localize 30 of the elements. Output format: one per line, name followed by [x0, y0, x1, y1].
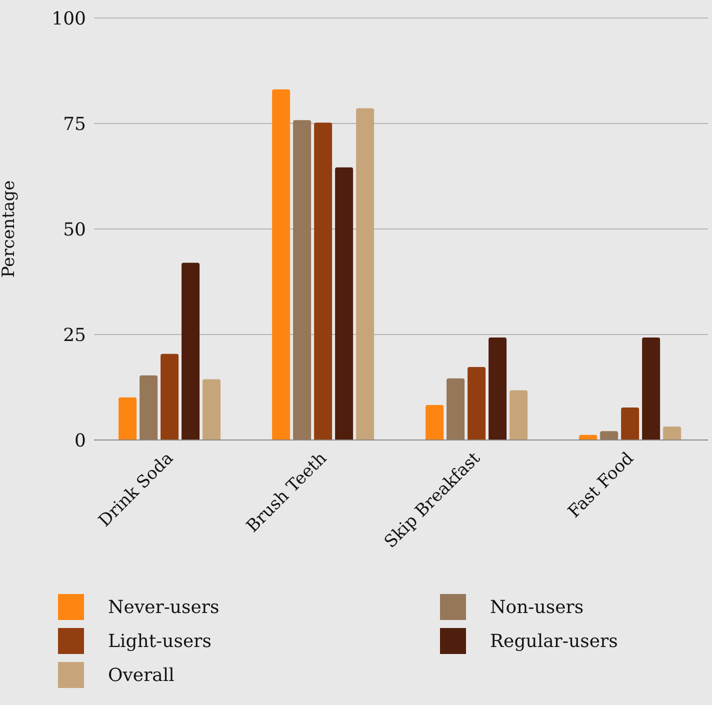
bar: [202, 379, 221, 440]
y-tick-label: 0: [74, 430, 86, 452]
y-tick-label: 25: [63, 324, 86, 346]
bar: [272, 89, 290, 440]
bar: [293, 120, 312, 440]
bar: [314, 122, 332, 440]
bar: [426, 404, 444, 440]
bar: [488, 337, 507, 440]
bar: [446, 378, 465, 440]
bar: [356, 108, 374, 440]
legend-label: Regular-users: [490, 630, 618, 652]
bar: [140, 375, 158, 440]
bar: [335, 167, 354, 440]
bar: [663, 426, 682, 440]
bar: [621, 408, 640, 440]
legend-label: Never-users: [108, 596, 220, 618]
bar: [182, 262, 200, 440]
y-tick-label: 75: [63, 114, 86, 135]
bar: [468, 366, 486, 440]
y-tick-label: 100: [52, 8, 86, 30]
bar: [510, 390, 528, 440]
bar: [160, 354, 179, 440]
y-tick-label: 50: [63, 219, 86, 240]
bar: [600, 431, 618, 440]
legend-label: Overall: [108, 664, 174, 686]
bar: [118, 397, 137, 440]
y-axis-title: Percentage: [0, 180, 20, 278]
legend-label: Non-users: [490, 596, 584, 618]
bar: [642, 337, 660, 440]
legend-label: Light-users: [108, 630, 212, 652]
